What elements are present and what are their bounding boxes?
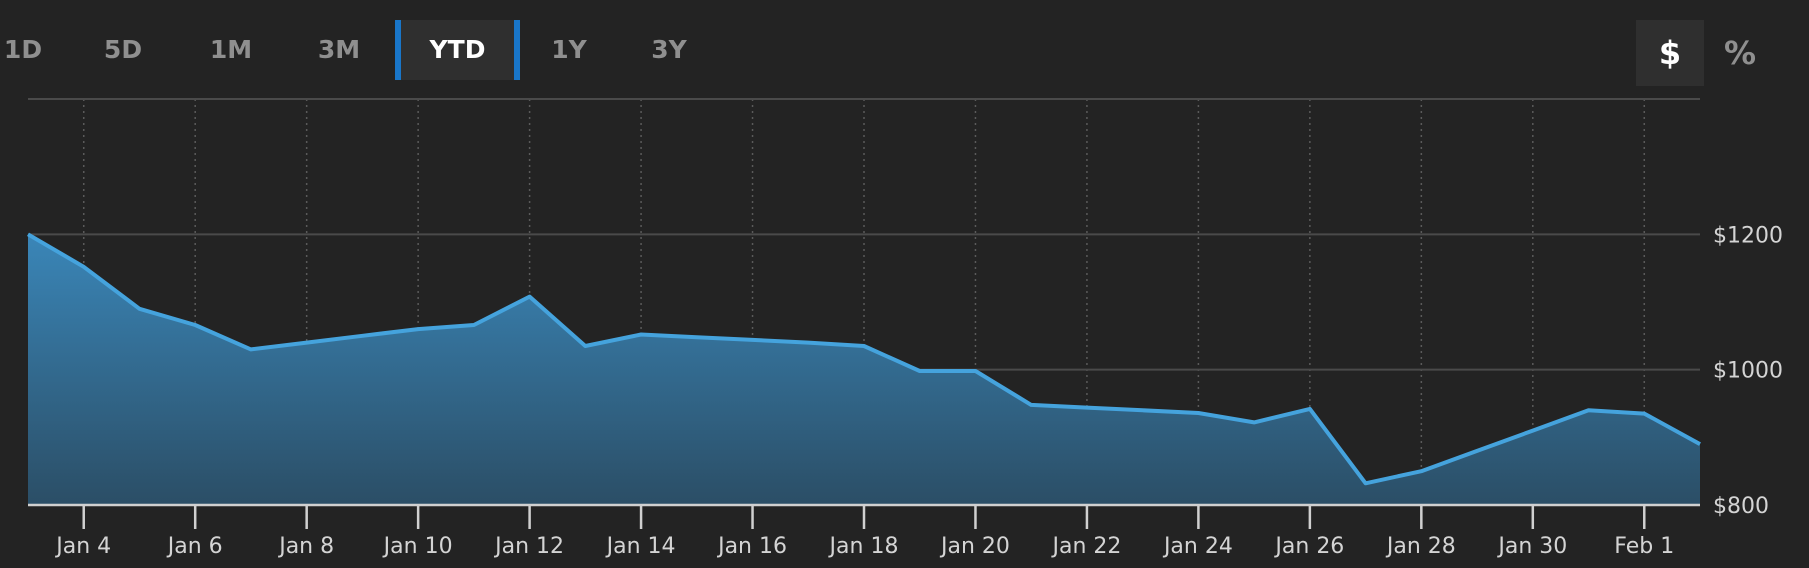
tab-1y[interactable]: 1Y [551,35,587,64]
x-tick-label: Jan 12 [493,534,564,559]
tab-3m[interactable]: 3M [317,35,361,64]
x-tick-label: Jan 4 [54,534,111,559]
x-tick-label: Jan 6 [166,534,223,559]
x-tick-label: Jan 26 [1273,534,1344,559]
x-tick-label: Jan 24 [1162,534,1233,559]
x-tick-label: Jan 28 [1385,534,1456,559]
x-tick-label: Jan 14 [605,534,676,559]
x-tick-label: Jan 22 [1050,534,1121,559]
unit-dollar-button[interactable]: $ [1636,20,1704,86]
tab-5d[interactable]: 5D [103,35,143,64]
tab-ytd[interactable]: YTD [395,20,520,80]
y-tick-label: $800 [1713,494,1769,519]
x-tick-label: Jan 18 [828,534,899,559]
tab-1d[interactable]: 1D [3,35,43,64]
y-tick-label: $1200 [1713,223,1783,248]
x-tick-label: Jan 20 [939,534,1010,559]
unit-percent-button[interactable]: % [1723,34,1757,72]
area-fill [28,234,1700,506]
tab-3y[interactable]: 3Y [651,35,687,64]
x-tick-label: Jan 10 [382,534,453,559]
x-tick-label: Jan 16 [716,534,787,559]
x-tick-label: Jan 30 [1496,534,1567,559]
x-tick-label: Jan 8 [277,534,334,559]
x-tick-label: Feb 1 [1614,534,1674,559]
y-tick-label: $1000 [1713,359,1783,384]
series-line [26,232,1701,486]
tab-1m[interactable]: 1M [209,35,253,64]
